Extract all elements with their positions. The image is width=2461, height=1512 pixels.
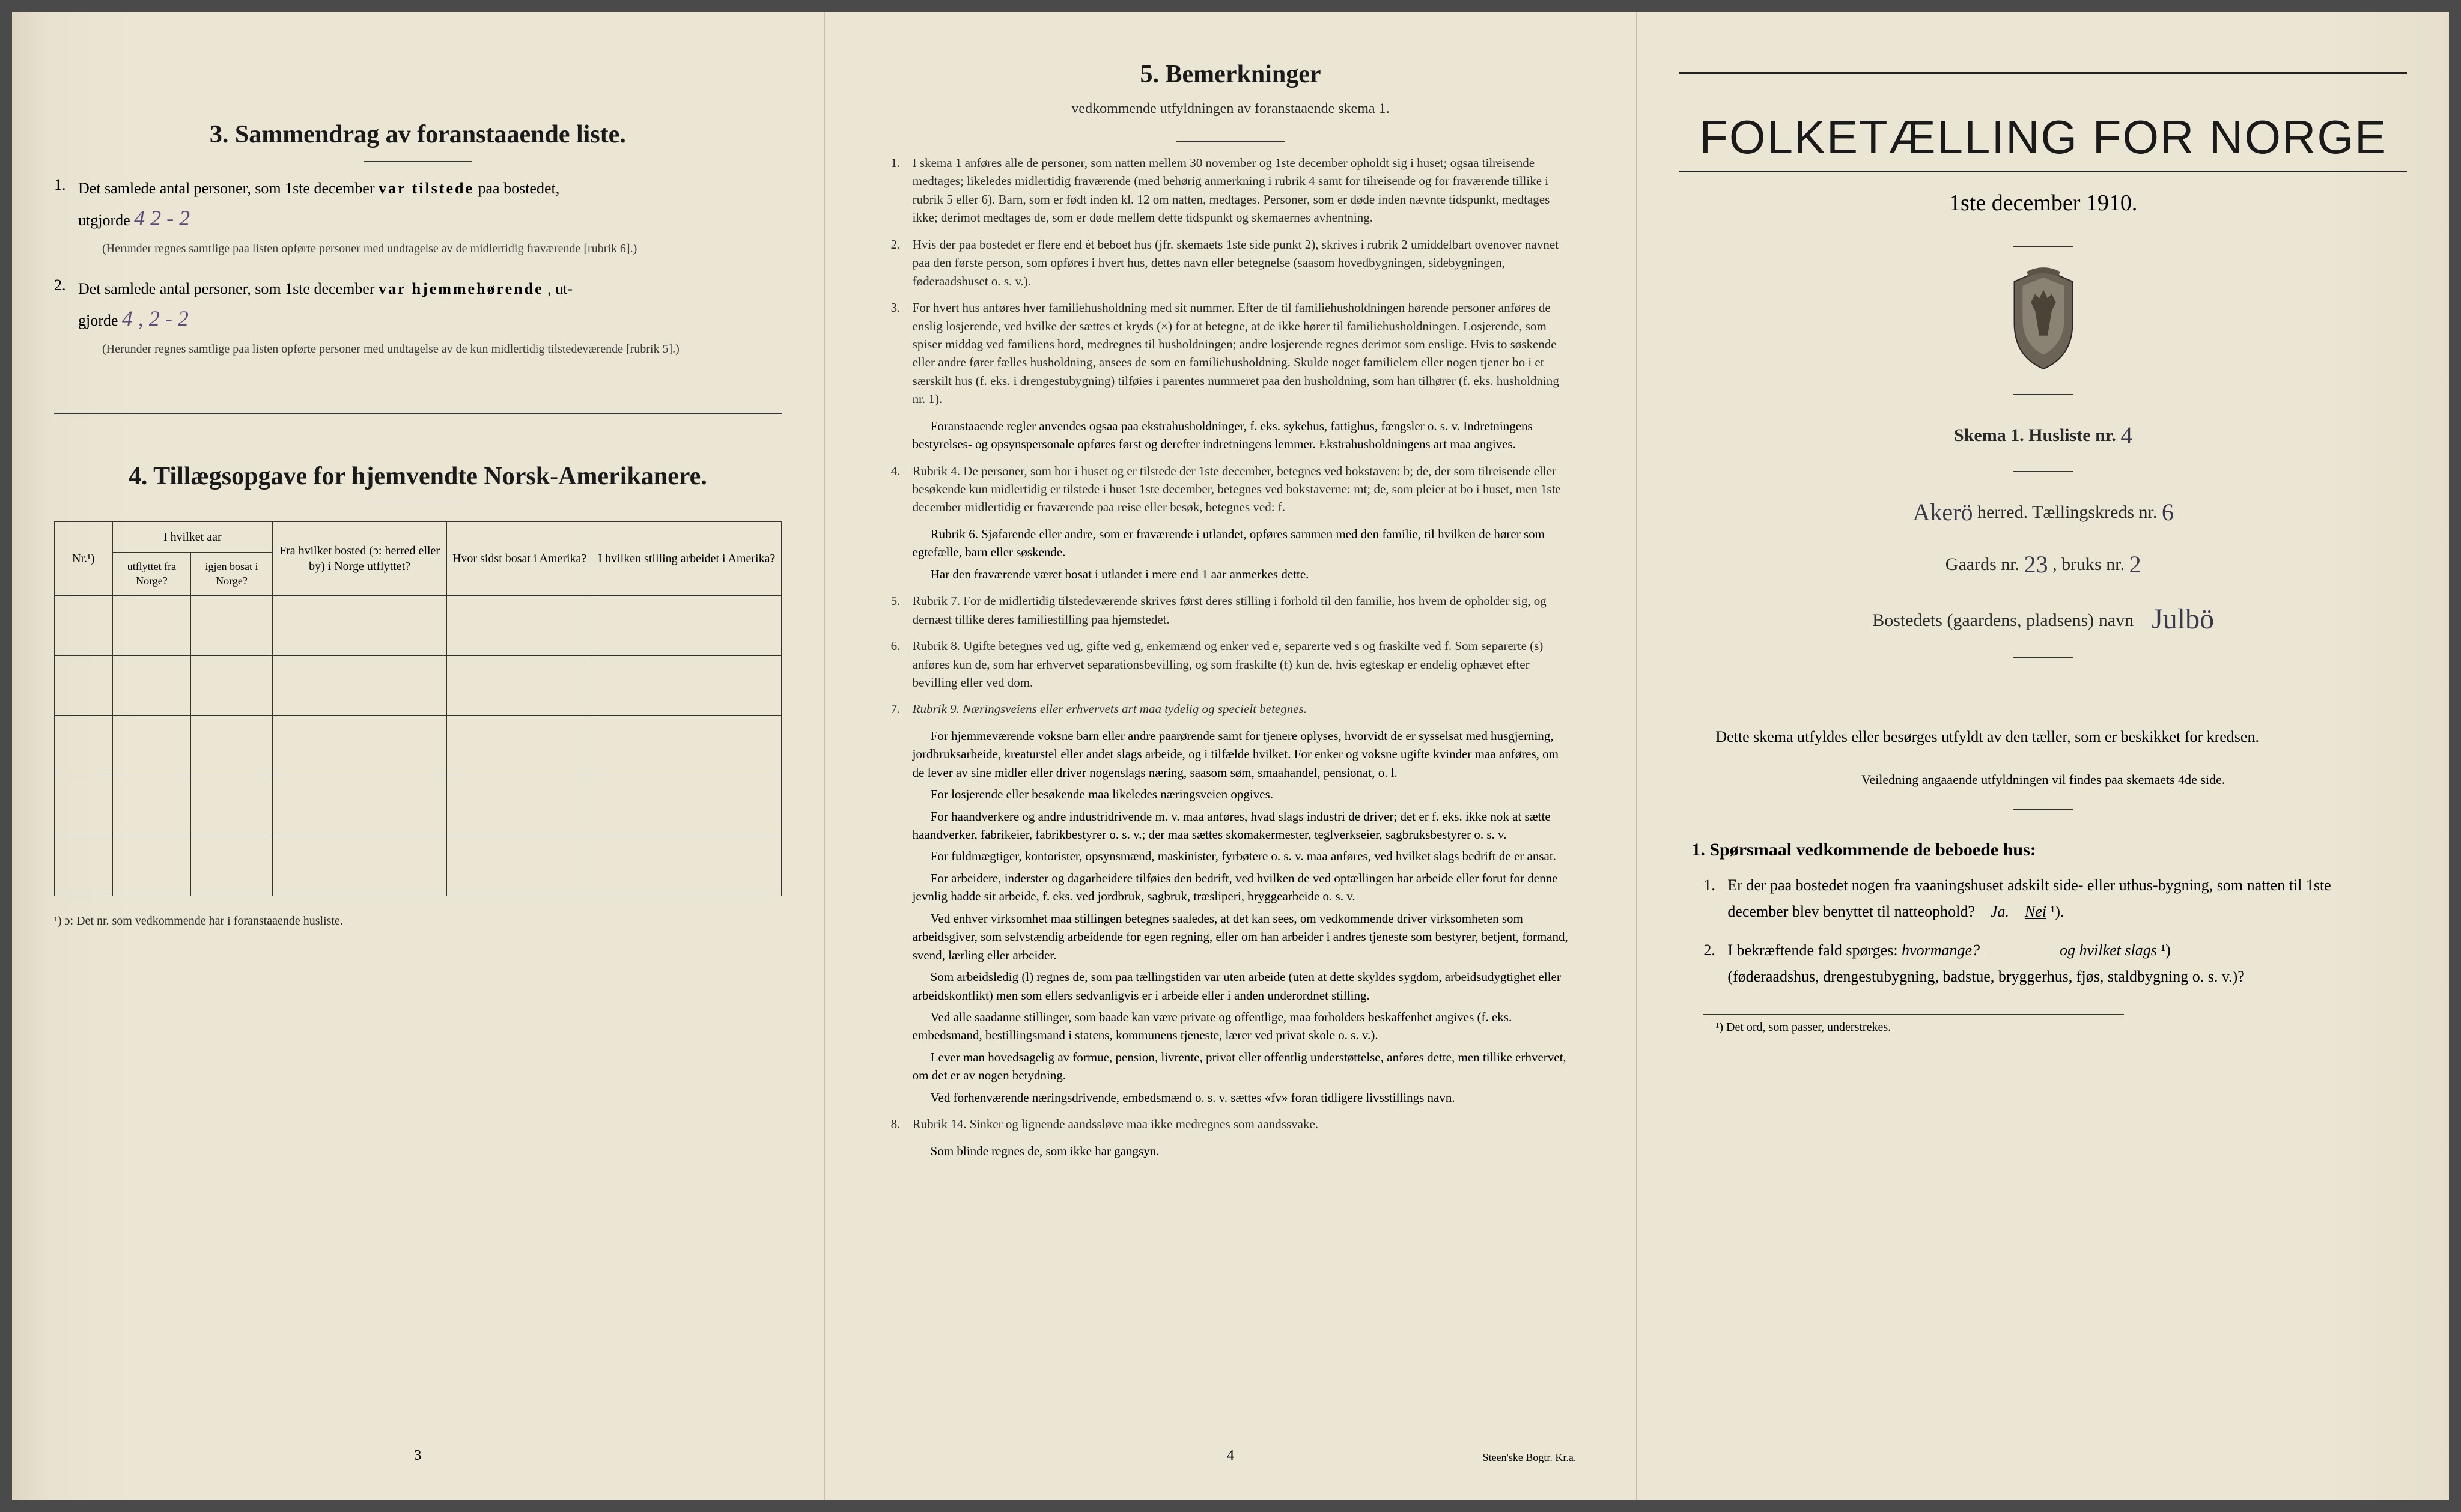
kreds-nr: 6	[2162, 499, 2174, 526]
footnote-rule	[1703, 1014, 2124, 1015]
count-tilstede: 4 2 - 2	[134, 206, 190, 230]
section-3-title: 3. Sammendrag av foranstaaende liste.	[54, 120, 782, 149]
answer-nei: Nei	[2025, 903, 2046, 920]
bruks-nr: 2	[2129, 551, 2141, 578]
table-row	[55, 596, 782, 656]
question-1: 1. Er der paa bostedet nogen fra vaaning…	[1703, 872, 2383, 925]
divider	[1176, 141, 1285, 142]
right-footnote: ¹) Det ord, som passer, understrekes.	[1715, 1021, 2407, 1034]
question-2: 2. I bekræftende fald spørges: hvormange…	[1703, 937, 2383, 990]
col-year: I hvilket aar	[112, 522, 272, 553]
section-5-title: 5. Bemerkninger	[867, 60, 1595, 89]
gaards-line: Gaards nr. 23 , bruks nr. 2	[1679, 548, 2407, 576]
page-left: 3. Sammendrag av foranstaaende liste. 1.…	[12, 12, 825, 1500]
remark-2: 2.Hvis der paa bostedet er flere end ét …	[891, 235, 1571, 290]
remark-4: 4.Rubrik 4. De personer, som bor i huset…	[891, 462, 1571, 517]
main-title: FOLKETÆLLING FOR NORGE	[1679, 110, 2407, 165]
page-right: FOLKETÆLLING FOR NORGE 1ste december 191…	[1637, 12, 2449, 1500]
gaards-nr: 23	[2024, 551, 2048, 578]
summary-item-2: 2. Det samlede antal personer, som 1ste …	[54, 276, 782, 362]
bosted-value: Julbö	[2152, 603, 2214, 635]
page-center: 5. Bemerkninger vedkommende utfyldningen…	[825, 12, 1638, 1500]
table-row	[55, 716, 782, 776]
instruction-2: Veiledning angaaende utfyldningen vil fi…	[1715, 768, 2371, 791]
herred-value: Akerö	[1912, 499, 1973, 526]
remark-5: 5.Rubrik 7. For de midlertidig tilstedev…	[891, 592, 1571, 628]
coat-of-arms	[1679, 265, 2407, 376]
skema-line: Skema 1. Husliste nr. 4	[1679, 419, 2407, 447]
census-date: 1ste december 1910.	[1679, 190, 2407, 216]
summary-item-1: 1. Det samlede antal personer, som 1ste …	[54, 176, 782, 262]
americans-table: Nr.¹) I hvilket aar Fra hvilket bosted (…	[54, 521, 782, 896]
remarks-list: 1.I skema 1 anføres alle de personer, so…	[891, 154, 1571, 1160]
printer-note: Steen'ske Bogtr. Kr.a.	[1483, 1451, 1577, 1464]
section-5-subtitle: vedkommende utfyldningen av foranstaaend…	[867, 101, 1595, 117]
remark-3: 3.For hvert hus anføres hver familiehush…	[891, 299, 1571, 408]
question-heading: 1. Spørsmaal vedkommende de beboede hus:	[1691, 840, 2407, 860]
census-document: 3. Sammendrag av foranstaaende liste. 1.…	[12, 12, 2449, 1500]
col-from: Fra hvilket bosted (ɔ: herred eller by) …	[272, 522, 446, 596]
divider	[2013, 394, 2073, 395]
remark-1: 1.I skema 1 anføres alle de personer, so…	[891, 154, 1571, 227]
count-hjemmehorende: 4 , 2 - 2	[122, 306, 189, 330]
bosted-line: Bostedets (gaardens, pladsens) navn Julb…	[1679, 600, 2407, 633]
table-row	[55, 776, 782, 836]
divider	[2013, 809, 2073, 810]
col-year-out: utflyttet fra Norge?	[112, 553, 190, 596]
divider	[364, 161, 472, 162]
col-where: Hvor sidst bosat i Amerika?	[447, 522, 592, 596]
col-nr: Nr.¹)	[55, 522, 113, 596]
divider	[2013, 246, 2073, 247]
divider	[2013, 657, 2073, 658]
remark-6: 6.Rubrik 8. Ugifte betegnes ved ug, gift…	[891, 637, 1571, 691]
col-occupation: I hvilken stilling arbeidet i Amerika?	[592, 522, 782, 596]
herred-line: Akerö herred. Tællingskreds nr. 6	[1679, 496, 2407, 524]
husliste-nr: 4	[2120, 422, 2132, 449]
table-footnote: ¹) ɔ: Det nr. som vedkommende har i fora…	[54, 914, 782, 928]
table-row	[55, 656, 782, 716]
page-number: 3	[414, 1448, 421, 1464]
instruction-1: Dette skema utfyldes eller besørges utfy…	[1715, 724, 2371, 750]
remark-8: 8.Rubrik 14. Sinker og lignende aandsslø…	[891, 1115, 1571, 1133]
remark-7: 7.Rubrik 9. Næringsveiens eller erhverve…	[891, 700, 1571, 718]
section-4-title: 4. Tillægsopgave for hjemvendte Norsk-Am…	[54, 462, 782, 491]
page-number: 4	[1227, 1448, 1234, 1464]
table-row	[55, 836, 782, 896]
divider	[2013, 471, 2073, 472]
col-year-back: igjen bosat i Norge?	[191, 553, 273, 596]
